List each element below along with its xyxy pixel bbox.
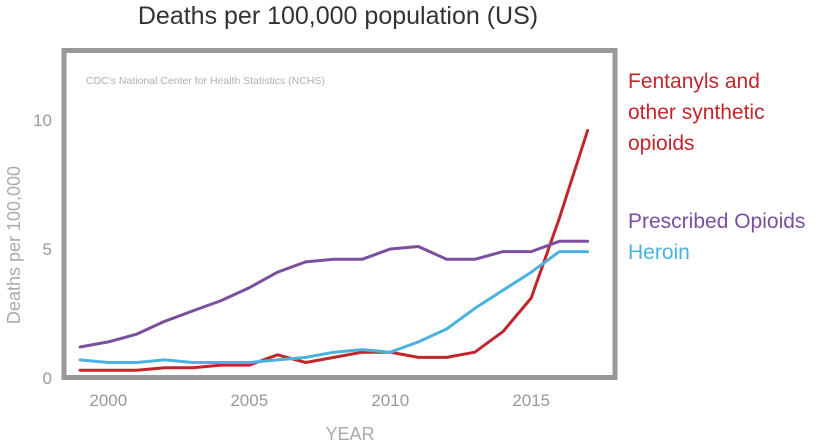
chart-title: Deaths per 100,000 population (US) (138, 2, 538, 30)
x-tick-label: 2015 (512, 391, 550, 410)
series-line-fentanyls-and-other-synthetic-opioids (78, 128, 590, 372)
legend-label-fentanyls-and-other-synthetic-opioids: Fentanyls and (628, 70, 760, 93)
plot-frame (61, 48, 618, 380)
series-lines (78, 128, 590, 372)
x-tick-label: 2010 (371, 391, 409, 410)
x-tick-labels: 2000 2005 2010 2015 (89, 391, 550, 410)
x-tick-label: 2005 (230, 391, 268, 410)
y-tick-label: 10 (33, 111, 52, 130)
series-line-heroin (78, 250, 590, 364)
y-tick-labels: 0 5 10 (33, 111, 52, 388)
y-tick-label: 5 (43, 240, 52, 259)
legend: Fentanyls and other synthetic opioids Presc… (628, 70, 805, 264)
x-tick-label: 2000 (89, 391, 127, 410)
y-tick-label: 0 (43, 369, 52, 388)
legend-label-heroin: Heroin (628, 241, 690, 264)
legend-label-fentanyls-and-other-synthetic-opioids: other synthetic (628, 101, 765, 124)
y-axis-label: Deaths per 100,000 (4, 166, 24, 324)
legend-label-prescribed-opioids: Prescribed Opioids (628, 210, 805, 233)
x-axis-label: YEAR (325, 424, 374, 444)
series-line-prescribed-opioids (78, 239, 590, 349)
legend-label-fentanyls-and-other-synthetic-opioids: opioids (628, 132, 695, 155)
source-note: CDC's National Center for Health Statist… (86, 75, 325, 87)
